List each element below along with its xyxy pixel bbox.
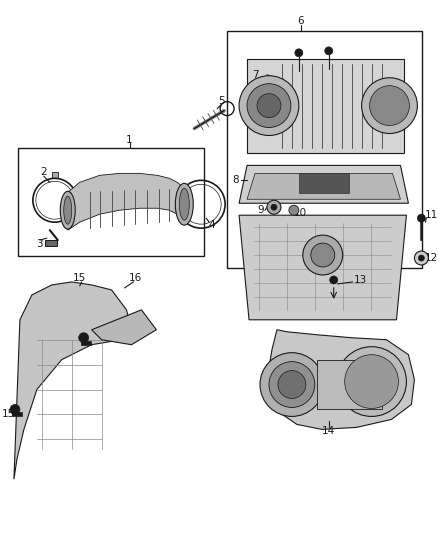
Circle shape	[289, 205, 299, 215]
Circle shape	[417, 214, 425, 222]
Circle shape	[418, 255, 424, 261]
Circle shape	[414, 251, 428, 265]
Circle shape	[257, 94, 281, 118]
Text: 5: 5	[218, 95, 224, 106]
Text: 11: 11	[425, 210, 438, 220]
Polygon shape	[68, 173, 184, 230]
Text: 8: 8	[232, 175, 238, 185]
Text: 13: 13	[354, 275, 367, 285]
Circle shape	[362, 78, 417, 133]
Polygon shape	[92, 310, 156, 345]
Polygon shape	[239, 165, 408, 203]
Bar	[299, 173, 349, 193]
Bar	[52, 172, 58, 179]
Text: 1: 1	[126, 135, 133, 146]
Bar	[45, 240, 57, 246]
Text: 4: 4	[209, 220, 215, 230]
Text: 12: 12	[425, 253, 438, 263]
Bar	[317, 360, 381, 409]
Ellipse shape	[64, 196, 72, 224]
Ellipse shape	[175, 183, 193, 225]
Text: 16: 16	[129, 273, 142, 283]
Circle shape	[330, 276, 338, 284]
Text: 14: 14	[322, 426, 336, 437]
Circle shape	[267, 200, 281, 214]
Bar	[81, 341, 91, 345]
Circle shape	[10, 405, 20, 415]
Circle shape	[311, 243, 335, 267]
Circle shape	[271, 204, 277, 210]
Text: 9: 9	[258, 205, 264, 215]
Circle shape	[260, 353, 324, 416]
Polygon shape	[14, 282, 131, 479]
Text: 15: 15	[1, 409, 14, 419]
Polygon shape	[247, 173, 400, 199]
Ellipse shape	[179, 188, 189, 220]
Polygon shape	[239, 215, 406, 320]
Bar	[18, 149, 204, 256]
Text: 10: 10	[294, 208, 307, 218]
Circle shape	[295, 49, 303, 57]
Text: 2: 2	[41, 167, 47, 177]
Circle shape	[79, 333, 88, 343]
Circle shape	[370, 86, 410, 126]
Polygon shape	[267, 330, 414, 430]
Polygon shape	[247, 59, 404, 154]
Ellipse shape	[60, 191, 75, 229]
Text: 3: 3	[36, 239, 43, 249]
Bar	[12, 413, 22, 416]
Text: 6: 6	[297, 16, 304, 26]
Text: 15: 15	[73, 273, 86, 283]
Circle shape	[337, 346, 406, 416]
Circle shape	[269, 361, 315, 407]
Text: 7: 7	[252, 70, 258, 80]
Circle shape	[247, 84, 291, 127]
Circle shape	[278, 370, 306, 399]
Circle shape	[345, 354, 399, 408]
Circle shape	[239, 76, 299, 135]
Circle shape	[325, 47, 333, 55]
Circle shape	[303, 235, 343, 275]
Bar	[227, 31, 422, 268]
